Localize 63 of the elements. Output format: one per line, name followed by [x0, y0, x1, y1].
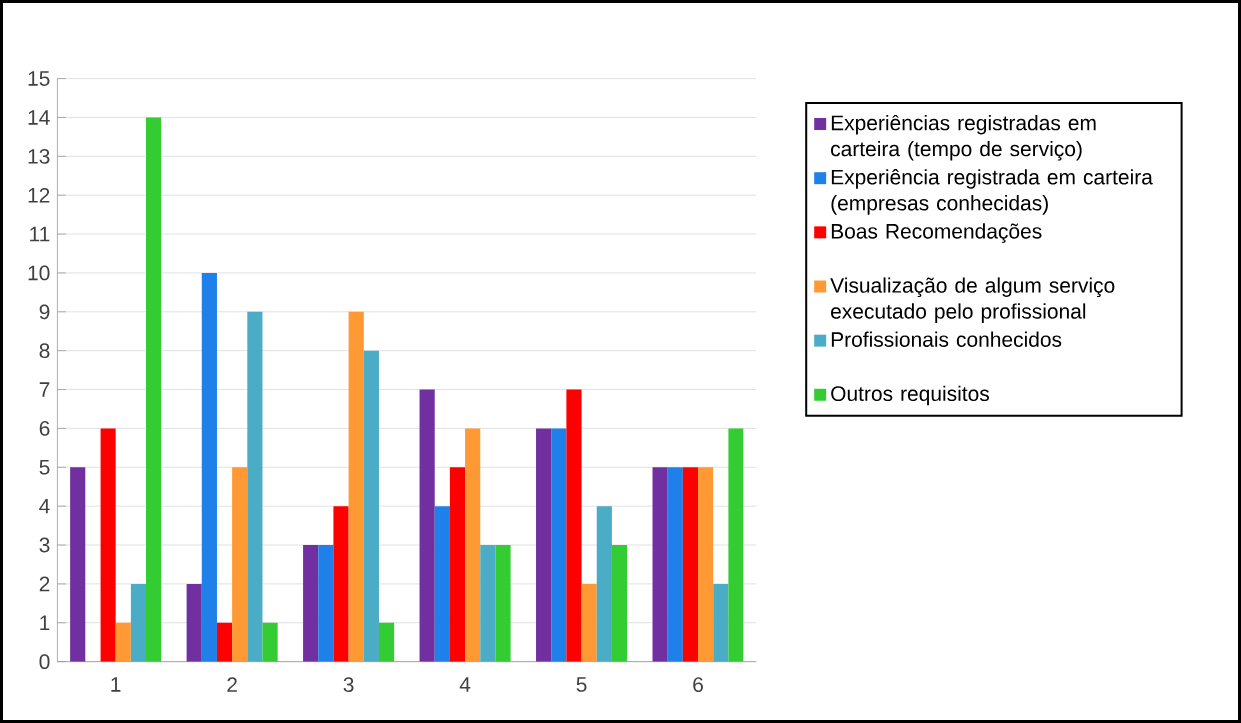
- bar: [115, 622, 131, 662]
- y-tick-label: 13: [28, 148, 50, 164]
- bar: [728, 428, 744, 662]
- x-tick-label: 1: [111, 677, 121, 692]
- bar: [652, 467, 668, 662]
- bar: [70, 467, 86, 662]
- legend-label: Outros requisitos: [831, 385, 990, 406]
- bar: [100, 428, 116, 662]
- bar: [333, 506, 349, 662]
- y-tick-label: 5: [39, 459, 50, 475]
- bar: [247, 311, 263, 662]
- y-tick-label: 1: [40, 615, 50, 630]
- bar: [434, 506, 450, 662]
- y-tick-label: 4: [39, 498, 50, 514]
- y-tick-label: 15: [28, 71, 50, 86]
- legend-label: Profissionais conhecidos: [831, 331, 1062, 347]
- bar: [378, 622, 395, 662]
- bar: [318, 545, 334, 662]
- legend-label: Visualização de algum serviço executado pelo profissional: [830, 277, 1115, 323]
- x-tick-label: 2: [227, 677, 237, 692]
- legend-label: Experiência registrada em carteira (empresas conhecidas): [831, 169, 1153, 215]
- y-tick-label: 6: [39, 420, 50, 436]
- bar: [682, 467, 699, 662]
- y-tick-label: 10: [28, 265, 50, 281]
- bar: [363, 350, 379, 662]
- bar: [596, 506, 612, 662]
- legend-label: Experiências registradas em carteira (tempo de serviço): [831, 114, 1096, 161]
- bar: [303, 545, 319, 662]
- y-tick-label: 2: [39, 576, 50, 592]
- legend-label: Boas Recomendações: [831, 223, 1042, 243]
- x-tick-label: 4: [459, 677, 471, 692]
- y-tick-label: 8: [39, 343, 50, 359]
- bar: [186, 583, 202, 662]
- y-tick-label: 14: [28, 110, 50, 125]
- x-tick-label: 6: [693, 677, 703, 693]
- bar: [146, 117, 162, 662]
- bar: [465, 428, 481, 662]
- bar: [201, 272, 217, 662]
- bar: [419, 389, 435, 662]
- y-tick-label: 7: [39, 382, 50, 397]
- bar: [495, 545, 511, 662]
- bar: [667, 467, 683, 662]
- x-tick-label: 3: [343, 677, 354, 693]
- y-tick-label: 12: [28, 187, 50, 203]
- bar: [611, 545, 628, 662]
- bar: [536, 428, 552, 662]
- bar: [480, 545, 496, 662]
- y-tick-label: 3: [39, 537, 50, 553]
- x-tick-label: 5: [576, 677, 587, 692]
- bar: [130, 583, 146, 662]
- y-tick-label: 9: [39, 304, 50, 320]
- bar: [551, 428, 567, 662]
- bar: [216, 622, 233, 662]
- y-tick-label: 0: [39, 654, 50, 670]
- y-tick-label: 11: [30, 226, 50, 242]
- bar: [348, 311, 364, 662]
- bar: [713, 583, 729, 662]
- bar: [262, 622, 278, 662]
- bar: [698, 467, 714, 662]
- bar: [232, 467, 248, 662]
- bar: [566, 389, 582, 662]
- bar: [449, 467, 466, 662]
- bar: [581, 583, 597, 662]
